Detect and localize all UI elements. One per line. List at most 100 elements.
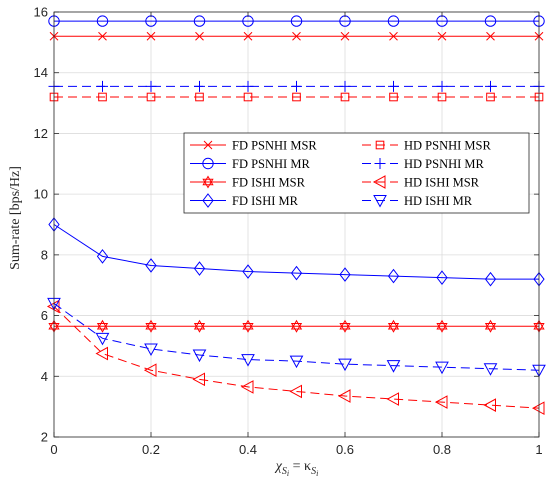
- x-tick-label: 0: [50, 442, 57, 457]
- data-point-fd-ishi-mr: [484, 271, 497, 287]
- legend-label: FD PSNHI MR: [232, 157, 310, 171]
- data-point-hd-psnhi-mr: [194, 80, 205, 92]
- x-tick-label: 0.2: [142, 442, 160, 457]
- legend-label: FD PSNHI MSR: [232, 139, 317, 153]
- data-point-hd-ishi-msr: [95, 346, 108, 361]
- y-tick-label: 12: [34, 126, 48, 141]
- y-tick-label: 10: [34, 187, 48, 202]
- y-tick-label: 8: [41, 247, 48, 262]
- data-point-fd-psnhi-msr: [195, 31, 204, 41]
- series-hd-psnhi-mr: [48, 80, 545, 92]
- data-point-fd-ishi-mr: [290, 265, 303, 281]
- data-point-hd-psnhi-mr: [339, 80, 351, 92]
- legend-marker: [374, 158, 386, 169]
- data-point-fd-psnhi-msr: [437, 31, 447, 41]
- legend-marker: [375, 140, 385, 150]
- legend-label: HD PSNHI MR: [404, 157, 485, 171]
- data-point-hd-psnhi-msr: [195, 92, 204, 102]
- legend-item-hd-ishi-msr: HD ISHI MSR: [362, 175, 480, 190]
- series-fd-ishi-mr: [48, 217, 545, 287]
- data-point-fd-ishi-mr: [339, 267, 351, 282]
- data-point-hd-ishi-mr: [95, 332, 110, 346]
- legend-marker: [373, 195, 387, 208]
- data-point-fd-ishi-mr: [145, 258, 157, 273]
- legend: FD PSNHI MSR HD PSNHI MSR FD PSNHI MR HD PS…: [183, 132, 530, 214]
- y-axis-label: Sum-rate [bps/Hz]: [8, 166, 23, 270]
- data-point-hd-ishi-msr: [192, 372, 205, 387]
- legend-label: HD ISHI MSR: [404, 176, 480, 190]
- data-point-hd-ishi-mr: [338, 358, 352, 372]
- data-point-fd-psnhi-mr: [290, 15, 303, 27]
- data-point-hd-psnhi-msr: [340, 92, 350, 102]
- y-tick-label: 2: [41, 430, 48, 445]
- data-point-fd-psnhi-msr: [98, 31, 107, 41]
- data-point-hd-psnhi-mr: [97, 80, 108, 92]
- data-point-fd-ishi-msr: [436, 319, 448, 333]
- data-point-fd-psnhi-mr: [193, 15, 206, 27]
- data-point-hd-ishi-msr: [337, 389, 351, 403]
- data-point-fd-psnhi-mr: [484, 15, 497, 27]
- data-point-hd-ishi-msr: [143, 363, 157, 378]
- series-hd-psnhi-msr: [49, 92, 544, 102]
- data-point-hd-psnhi-msr: [98, 92, 107, 102]
- data-point-hd-ishi-mr: [483, 363, 498, 376]
- data-point-fd-psnhi-mr: [387, 15, 400, 27]
- data-point-hd-ishi-mr: [192, 349, 207, 363]
- data-point-fd-ishi-msr: [242, 319, 254, 333]
- data-point-fd-ishi-msr: [193, 319, 206, 333]
- legend-box: [183, 132, 530, 214]
- data-point-hd-psnhi-mr: [485, 80, 496, 92]
- data-point-hd-psnhi-mr: [436, 80, 448, 92]
- data-point-hd-ishi-mr: [241, 354, 255, 367]
- legend-item-fd-psnhi-mr: FD PSNHI MR: [190, 157, 310, 171]
- series-line-hd-ishi-msr: [53, 306, 540, 409]
- data-point-hd-ishi-msr: [289, 384, 302, 399]
- data-point-fd-ishi-msr: [145, 319, 157, 333]
- legend-item-hd-psnhi-msr: HD PSNHI MSR: [362, 139, 491, 153]
- data-point-fd-ishi-msr: [290, 319, 303, 333]
- legend-marker: [202, 175, 214, 189]
- legend-item-fd-psnhi-msr: FD PSNHI MSR: [190, 139, 317, 153]
- legend-marker: [202, 193, 214, 208]
- plot-area: [54, 12, 539, 437]
- legend-item-hd-psnhi-mr: HD PSNHI MR: [362, 157, 485, 171]
- y-tick-label: 14: [34, 65, 48, 80]
- legend-item-fd-ishi-mr: FD ISHI MR: [190, 193, 299, 208]
- axes: [53, 11, 540, 438]
- data-point-fd-psnhi-mr: [96, 15, 109, 27]
- axes-box: [53, 11, 540, 438]
- data-point-fd-psnhi-msr: [243, 31, 253, 41]
- series-fd-ishi-msr: [48, 319, 545, 333]
- x-tick-label: 0.4: [239, 442, 257, 457]
- plot-background: [54, 12, 539, 437]
- x-axis-label: χSi = κSi: [274, 459, 319, 478]
- data-point-hd-ishi-msr: [434, 395, 448, 409]
- data-point-hd-psnhi-msr: [243, 92, 253, 102]
- data-point-fd-ishi-mr: [96, 249, 109, 264]
- data-point-hd-psnhi-msr: [437, 92, 447, 102]
- data-point-hd-psnhi-msr: [292, 92, 301, 102]
- data-point-hd-psnhi-mr: [145, 80, 157, 92]
- data-point-fd-ishi-mr: [436, 270, 448, 285]
- data-point-fd-psnhi-msr: [146, 31, 156, 41]
- data-point-hd-ishi-mr: [144, 343, 158, 357]
- data-point-hd-psnhi-mr: [242, 80, 254, 92]
- data-point-hd-psnhi-mr: [388, 80, 399, 92]
- data-point-fd-psnhi-msr: [340, 31, 350, 41]
- data-point-fd-psnhi-msr: [292, 31, 301, 41]
- legend-marker: [203, 140, 213, 150]
- data-point-hd-ishi-msr: [240, 380, 254, 394]
- y-tick-label: 16: [34, 5, 48, 20]
- data-point-fd-ishi-mr: [242, 264, 254, 279]
- x-tick-label: 0.6: [336, 442, 354, 457]
- data-point-hd-ishi-mr: [289, 355, 304, 369]
- data-point-hd-ishi-mr: [435, 361, 449, 375]
- data-point-hd-psnhi-mr: [291, 80, 302, 92]
- legend-label: HD ISHI MR: [404, 194, 473, 208]
- data-point-fd-psnhi-msr: [389, 31, 398, 41]
- data-point-fd-ishi-msr: [339, 319, 351, 333]
- legend-item-fd-ishi-msr: FD ISHI MSR: [190, 175, 306, 190]
- series-hd-ishi-msr: [46, 299, 545, 416]
